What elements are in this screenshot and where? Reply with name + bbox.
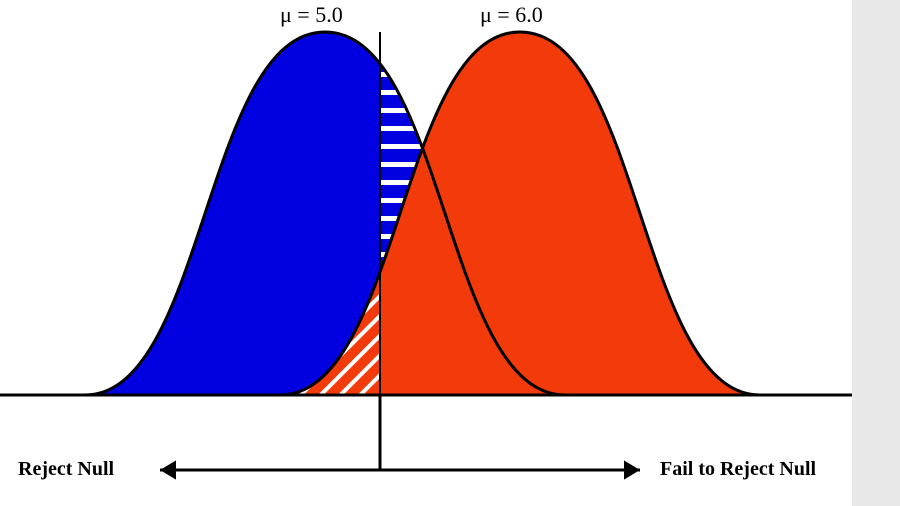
fail-reject-null-label: Fail to Reject Null bbox=[660, 458, 816, 481]
decision-arrow-right-head bbox=[624, 460, 640, 479]
mu-right-label: μ = 6.0 bbox=[480, 2, 543, 28]
reject-null-label: Reject Null bbox=[18, 458, 114, 481]
distributions-plot bbox=[0, 0, 900, 506]
mu-left-label: μ = 5.0 bbox=[280, 2, 343, 28]
left-curve-reject-region bbox=[85, 32, 380, 395]
right-curve-fail-region bbox=[380, 32, 760, 395]
decision-arrow-left-head bbox=[160, 460, 176, 479]
figure-canvas: μ = 5.0 μ = 6.0 Reject Null Fail to Reje… bbox=[0, 0, 900, 506]
